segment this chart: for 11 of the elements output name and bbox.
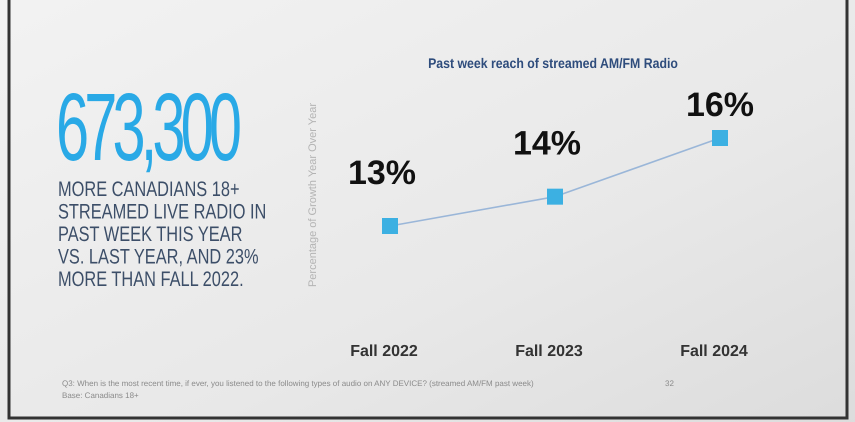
x-tick-label: Fall 2024 xyxy=(680,343,748,360)
x-tick-label: Fall 2023 xyxy=(515,343,583,360)
text: 32 xyxy=(665,379,674,388)
y-axis-title: Percentage of Growth Year Over Year xyxy=(307,102,319,288)
chart-title: Past week reach of streamed AM/FM Radio xyxy=(428,55,678,72)
text: Base: Canadians 18+ xyxy=(62,391,140,400)
data-label: 14% xyxy=(512,124,582,163)
x-tick-label: Fall 2022 xyxy=(350,343,418,360)
text: Q3: When is the most recent time, if ever, you listened to the following types of audio on ANY DEVICE? (streamed AM/FM past week) xyxy=(62,379,534,388)
data-label: 16% xyxy=(686,86,754,124)
data-label: 13% xyxy=(348,154,416,192)
